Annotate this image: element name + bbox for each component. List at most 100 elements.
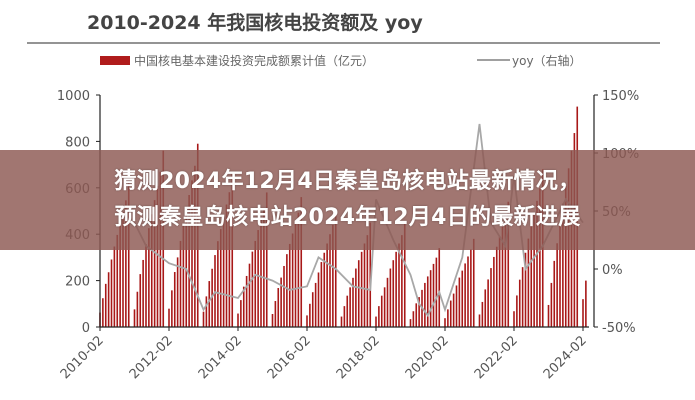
bar-2010-03 xyxy=(102,298,104,327)
y-right-tick-label: 150% xyxy=(602,89,639,104)
bar-2020-06 xyxy=(455,285,458,327)
bar-2012-02 xyxy=(168,308,170,327)
bar-2024-02 xyxy=(582,299,584,327)
bar-2019-09 xyxy=(429,270,432,327)
bar-2018-04 xyxy=(380,295,383,327)
bar-2021-05 xyxy=(487,279,489,327)
bar-2022-04 xyxy=(518,279,521,327)
bar-2013-10 xyxy=(225,204,228,327)
bar-2013-06 xyxy=(214,255,216,327)
bar-2021-10 xyxy=(501,226,504,327)
bar-2015-11 xyxy=(297,212,300,327)
bar-2022-07 xyxy=(527,238,530,327)
bar-2022-11 xyxy=(539,188,541,327)
bar-2021-12 xyxy=(507,201,510,327)
x-tick-label: 2010-02 xyxy=(58,333,107,382)
y-left-tick-label: 1000 xyxy=(57,89,90,104)
bar-2022-03 xyxy=(516,295,518,327)
bar-2021-08 xyxy=(495,246,498,327)
legend-bar-swatch xyxy=(100,56,130,65)
bar-2012-04 xyxy=(173,272,176,327)
bar-2024-03 xyxy=(585,280,587,327)
bar-2010-04 xyxy=(104,283,107,327)
bar-2018-09 xyxy=(395,251,397,327)
bar-2013-11 xyxy=(228,192,231,327)
bar-2018-07 xyxy=(389,268,392,327)
bar-2021-07 xyxy=(493,256,495,327)
bar-2022-10 xyxy=(536,200,538,327)
bar-2022-08 xyxy=(530,226,533,327)
bar-2016-08 xyxy=(323,252,326,327)
bar-2017-10 xyxy=(363,243,366,327)
bar-2011-02 xyxy=(133,309,136,327)
headline-banner: 猜测2024年12月4日秦皇岛核电站最新情况， 预测秦皇岛核电站2024年12月… xyxy=(0,150,695,250)
bar-2012-10 xyxy=(191,180,193,327)
bar-2018-11 xyxy=(401,235,403,327)
chart-title: 2010-2024 年我国核电投资额及 yoy xyxy=(87,11,423,34)
bar-2020-12 xyxy=(472,238,475,327)
bar-2023-03 xyxy=(550,282,553,327)
bar-2014-02 xyxy=(237,313,239,327)
bar-2017-05 xyxy=(349,287,351,327)
bar-2019-02 xyxy=(409,319,412,327)
bar-2019-08 xyxy=(426,276,429,327)
y-left-tick-label: 800 xyxy=(65,135,90,150)
bar-2023-04 xyxy=(553,260,556,327)
bar-2017-06 xyxy=(352,277,354,327)
bar-2013-04 xyxy=(208,281,211,327)
bar-2018-03 xyxy=(378,306,380,327)
bar-2012-03 xyxy=(171,290,173,327)
bar-2015-06 xyxy=(283,265,285,327)
bar-2014-12 xyxy=(265,192,268,327)
bar-2015-10 xyxy=(294,223,297,327)
bar-2014-10 xyxy=(260,219,262,327)
bar-2018-10 xyxy=(398,243,400,327)
bar-2013-09 xyxy=(222,216,225,327)
bar-2014-11 xyxy=(263,208,265,327)
bar-2011-04 xyxy=(139,274,142,327)
bar-2018-12 xyxy=(403,222,406,327)
bar-2016-11 xyxy=(332,224,334,327)
bar-2011-09 xyxy=(153,200,156,327)
bar-2012-07 xyxy=(182,224,185,327)
bar-2023-08 xyxy=(564,185,567,327)
bar-2023-07 xyxy=(562,203,564,327)
bar-2023-05 xyxy=(556,243,558,327)
bar-2020-11 xyxy=(470,249,472,327)
bar-2010-08 xyxy=(116,234,119,327)
bar-2010-10 xyxy=(122,211,124,327)
headline-line-2: 预测秦皇岛核电站2024年12月4日的最新进展 xyxy=(114,205,581,230)
bar-2015-04 xyxy=(277,288,280,327)
bar-2015-05 xyxy=(280,277,282,327)
bar-2011-10 xyxy=(156,185,159,327)
bar-2014-06 xyxy=(248,263,251,327)
bar-2012-09 xyxy=(188,194,190,327)
bar-2010-12 xyxy=(127,183,130,327)
bar-2019-12 xyxy=(438,248,441,327)
x-tick-label: 2014-02 xyxy=(196,333,245,382)
y-right-tick-label: -50% xyxy=(602,321,636,336)
bar-2018-05 xyxy=(383,287,386,327)
bar-2017-12 xyxy=(369,222,372,327)
bar-2017-11 xyxy=(366,235,369,327)
bar-2021-04 xyxy=(484,289,487,327)
bar-2021-02 xyxy=(478,314,481,327)
headline-line-1: 猜测2024年12月4日秦皇岛核电站最新情况， xyxy=(114,169,581,194)
legend-line-label: yoy（右轴） xyxy=(512,53,582,68)
bar-2023-06 xyxy=(559,223,561,327)
bar-2011-07 xyxy=(148,228,150,327)
bar-2016-04 xyxy=(311,292,314,327)
bar-2012-05 xyxy=(176,257,179,327)
bar-2013-02 xyxy=(202,311,205,327)
bar-2011-08 xyxy=(150,214,153,327)
bar-2010-07 xyxy=(113,246,116,327)
bar-2019-07 xyxy=(424,282,426,327)
bar-2019-04 xyxy=(415,303,418,327)
bar-2016-03 xyxy=(309,303,311,327)
bar-2020-10 xyxy=(467,256,469,327)
bar-2010-05 xyxy=(107,272,110,327)
bar-2014-07 xyxy=(251,251,254,327)
bar-2019-03 xyxy=(412,311,415,327)
x-tick-label: 2022-02 xyxy=(472,333,521,382)
bar-2015-03 xyxy=(274,301,277,327)
